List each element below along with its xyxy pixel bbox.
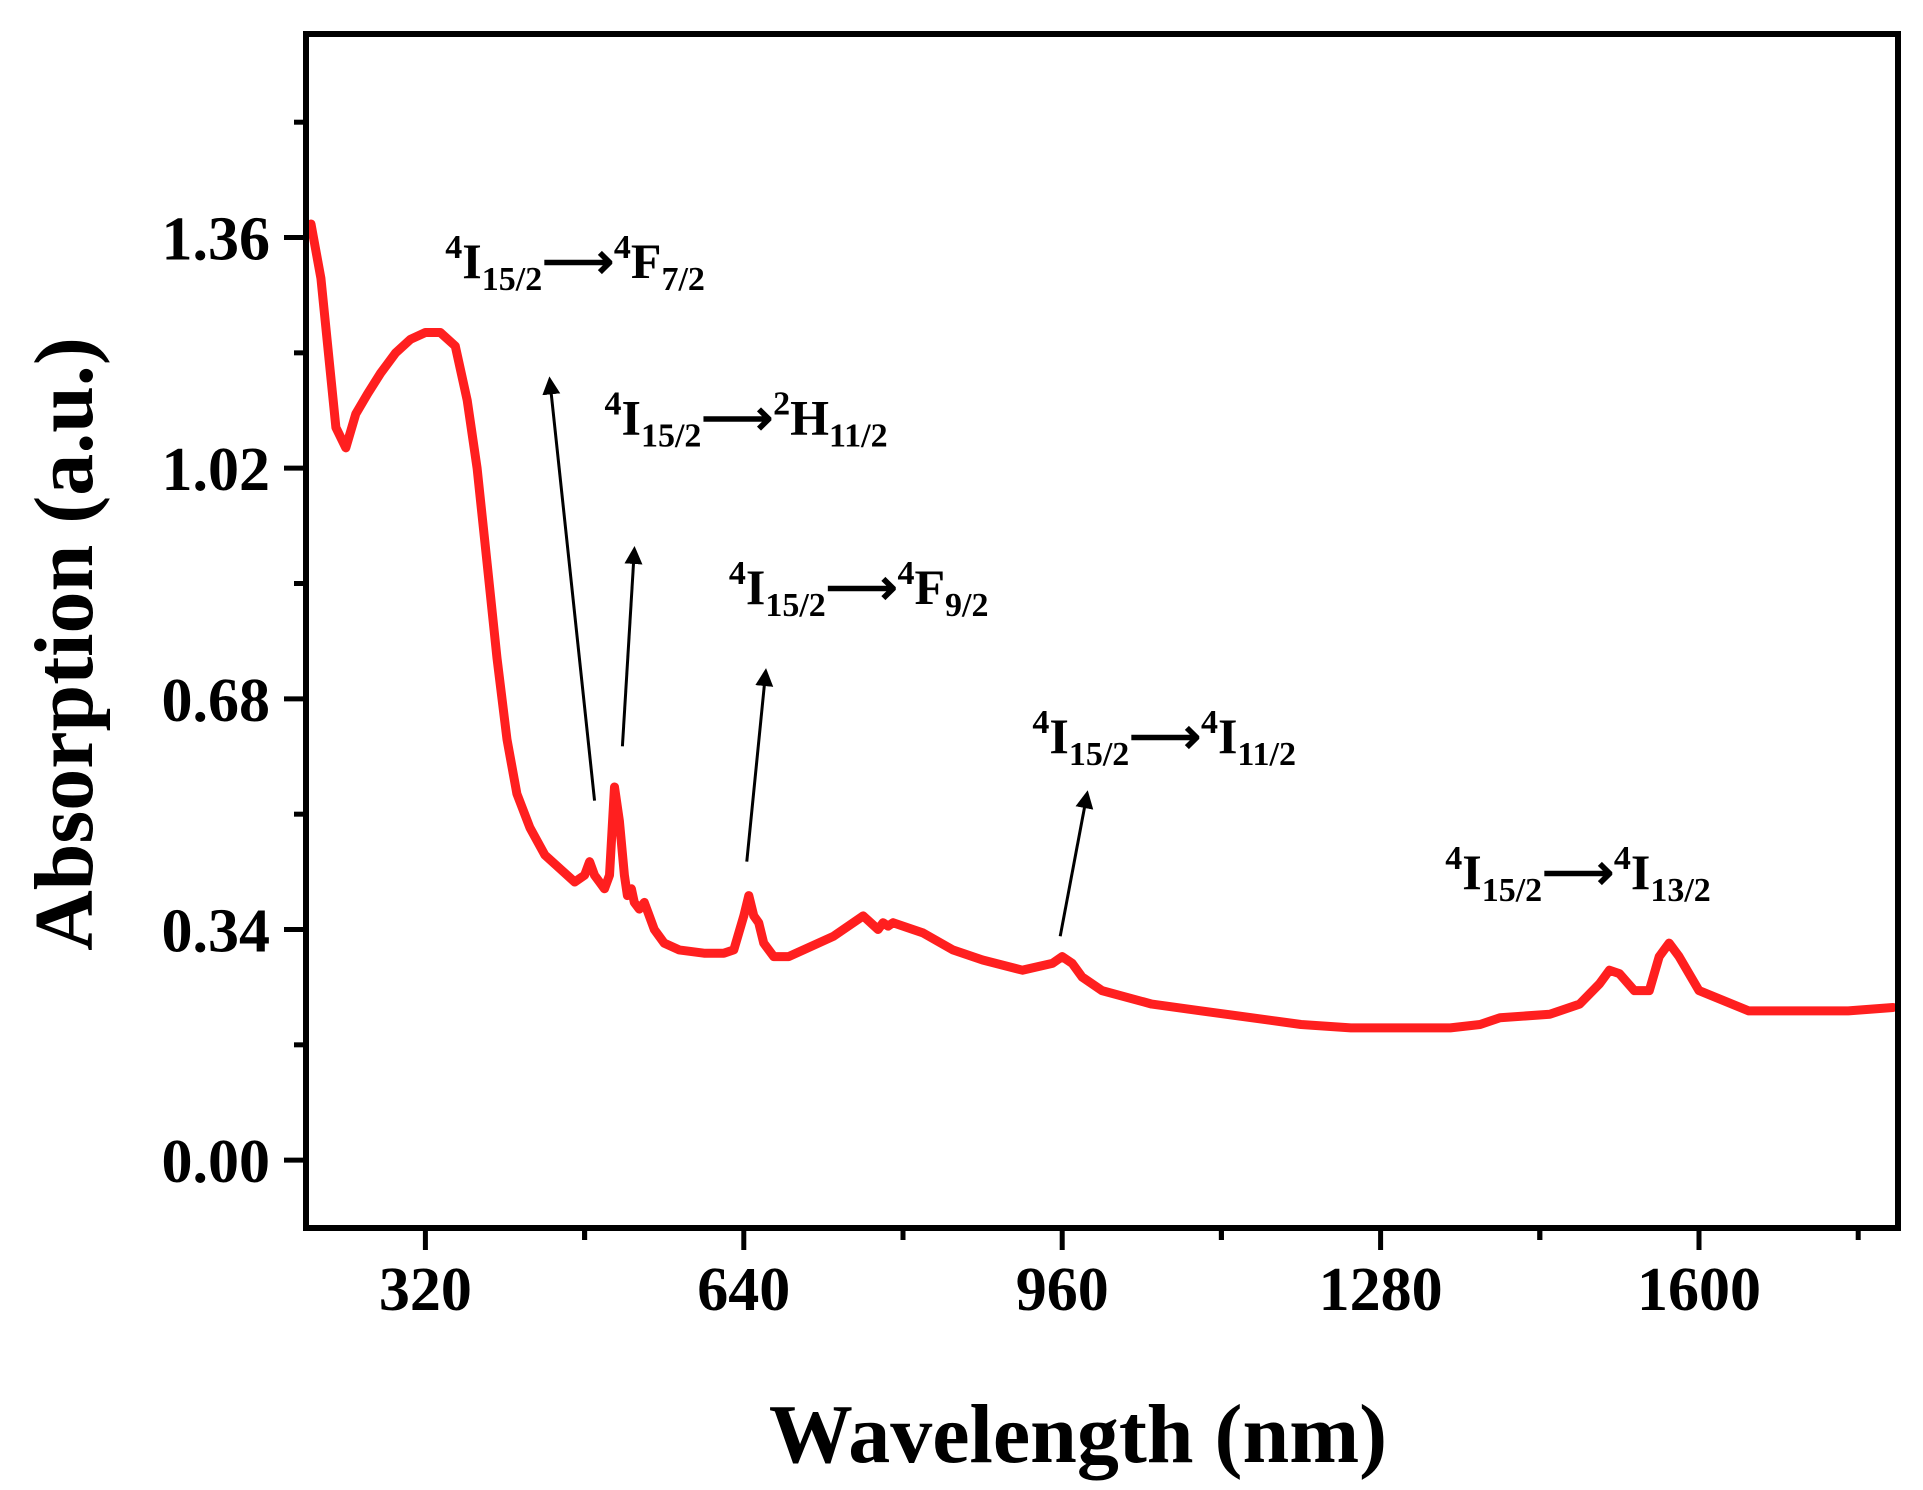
annotation-4: 4I15/2⟶4I11/2 <box>1032 704 1296 937</box>
y-tick-label: 1.02 <box>162 436 271 504</box>
x-tick-label: 1280 <box>1319 1256 1443 1324</box>
transition-arrow <box>1058 790 1094 937</box>
y-tick-label: 1.36 <box>162 206 271 274</box>
annotation-1: 4I15/2⟶4F7/2 <box>445 229 705 801</box>
plot-frame <box>303 31 1901 1231</box>
x-tick-label: 320 <box>379 1256 472 1324</box>
tick-labels: 320 640 960 1280 1600 0.00 0.34 0.68 1.02 1.36 <box>162 206 1762 1324</box>
transition-arrow <box>745 668 774 862</box>
axis-ticks <box>284 119 1861 1250</box>
transition-label: 4I15/2⟶4I11/2 <box>1032 704 1296 773</box>
transition-label: 4I15/2⟶4I13/2 <box>1445 840 1711 909</box>
transition-annotations: 4I15/2⟶4F7/2 4I15/2⟶2H11/2 4I15/2⟶4F9/2 4I1… <box>445 229 1711 937</box>
x-tick-label: 1600 <box>1637 1256 1761 1324</box>
transition-label: 4I15/2⟶2H11/2 <box>605 385 888 454</box>
transition-arrow <box>542 376 597 801</box>
x-tick-label: 640 <box>697 1256 790 1324</box>
x-axis-title: Wavelength (nm) <box>769 1388 1387 1481</box>
y-tick-label: 0.68 <box>162 667 271 735</box>
y-axis-title: Absorption (a.u.) <box>18 337 111 951</box>
annotation-2: 4I15/2⟶2H11/2 <box>605 385 888 747</box>
transition-arrow <box>620 545 643 747</box>
annotation-5: 4I15/2⟶4I13/2 <box>1445 840 1711 909</box>
annotation-3: 4I15/2⟶4F9/2 <box>729 555 989 862</box>
transition-label: 4I15/2⟶4F7/2 <box>445 229 705 298</box>
y-tick-label: 0.00 <box>162 1128 271 1196</box>
axes-frame <box>303 31 1901 1231</box>
series-line-absorption <box>306 219 1898 1033</box>
plot-area <box>306 219 1898 1033</box>
y-tick-label: 0.34 <box>162 898 271 966</box>
x-tick-label: 960 <box>1016 1256 1109 1324</box>
transition-label: 4I15/2⟶4F9/2 <box>729 555 989 624</box>
